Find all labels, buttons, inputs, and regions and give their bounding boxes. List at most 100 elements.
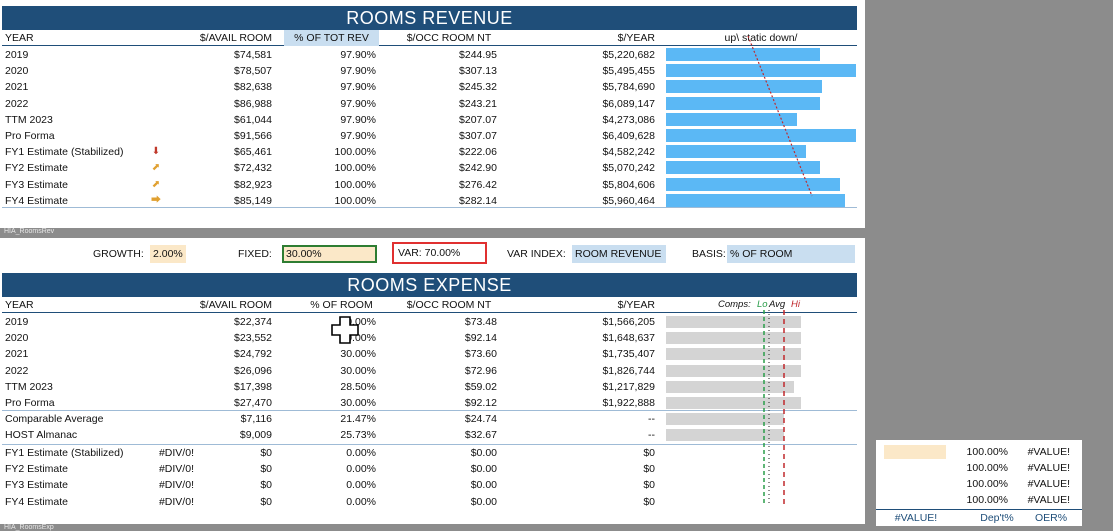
revenue-avail[interactable]: $61,044 xyxy=(234,113,272,126)
expense-pct[interactable]: 30.00% xyxy=(340,364,376,377)
revenue-pct[interactable]: 100.00% xyxy=(334,194,376,207)
fixed-value-cell[interactable]: 30.00% xyxy=(282,245,377,263)
expense-pct[interactable]: 28.50% xyxy=(340,380,376,393)
expense-year-total[interactable]: -- xyxy=(648,429,655,442)
expense-occ[interactable]: $73.48 xyxy=(464,316,497,328)
revenue-occ[interactable]: $242.90 xyxy=(459,162,497,175)
revenue-year-total[interactable]: $5,804,606 xyxy=(602,178,655,191)
revenue-occ[interactable]: $243.21 xyxy=(459,97,497,110)
expense-year-total[interactable]: $0 xyxy=(643,479,655,492)
expense-year-total[interactable]: -- xyxy=(648,413,655,425)
expense-occ[interactable]: $24.74 xyxy=(464,413,497,425)
expense-occ[interactable]: $0.00 xyxy=(470,495,497,508)
expense-avail[interactable]: $0 xyxy=(260,479,272,492)
expense-avail[interactable]: $22,374 xyxy=(234,316,272,328)
revenue-year-total[interactable]: $5,784,690 xyxy=(602,81,655,94)
revenue-occ[interactable]: $282.14 xyxy=(459,194,497,207)
expense-avail[interactable]: $24,792 xyxy=(234,348,272,361)
expense-occ[interactable]: $59.02 xyxy=(464,380,497,393)
revenue-occ[interactable]: $244.95 xyxy=(459,49,497,61)
revenue-pct[interactable]: 100.00% xyxy=(334,146,376,159)
expense-occ[interactable]: $0.00 xyxy=(470,463,497,476)
expense-avail[interactable]: $0 xyxy=(260,495,272,508)
expense-pct[interactable]: 0.00% xyxy=(346,447,376,459)
expense-occ[interactable]: $92.12 xyxy=(464,397,497,409)
revenue-avail[interactable]: $91,566 xyxy=(234,130,272,142)
expense-avail[interactable]: $27,470 xyxy=(234,397,272,409)
side-pct[interactable]: 100.00% xyxy=(966,446,1008,458)
side-pct[interactable]: 100.00% xyxy=(966,494,1008,506)
revenue-avail[interactable]: $65,461 xyxy=(234,146,272,159)
revenue-year-total[interactable]: $6,409,628 xyxy=(602,130,655,142)
var-index-value[interactable]: ROOM REVENUE xyxy=(572,245,666,263)
revenue-year-total[interactable]: $4,273,086 xyxy=(602,113,655,126)
side-pct[interactable]: 100.00% xyxy=(966,462,1008,474)
side-value[interactable]: #VALUE! xyxy=(1027,462,1070,474)
side-value[interactable]: #VALUE! xyxy=(1027,494,1070,506)
revenue-pct[interactable]: 100.00% xyxy=(334,162,376,175)
expense-pct[interactable]: 0.00% xyxy=(346,479,376,492)
revenue-occ[interactable]: $222.06 xyxy=(459,146,497,159)
revenue-occ[interactable]: $245.32 xyxy=(459,81,497,94)
expense-year-total[interactable]: $1,922,888 xyxy=(602,397,655,409)
revenue-avail[interactable]: $85,149 xyxy=(234,194,272,207)
revenue-pct[interactable]: 100.00% xyxy=(334,178,376,191)
expense-occ[interactable]: $92.14 xyxy=(464,332,497,345)
revenue-pct[interactable]: 97.90% xyxy=(340,97,376,110)
revenue-avail[interactable]: $86,988 xyxy=(234,97,272,110)
expense-avail[interactable]: $0 xyxy=(260,447,272,459)
expense-avail[interactable]: $26,096 xyxy=(234,364,272,377)
expense-occ[interactable]: $0.00 xyxy=(470,479,497,492)
expense-occ[interactable]: $73.60 xyxy=(464,348,497,361)
expense-year-total[interactable]: $1,648,637 xyxy=(602,332,655,345)
revenue-occ[interactable]: $207.07 xyxy=(459,113,497,126)
revenue-avail[interactable]: $78,507 xyxy=(234,65,272,78)
expense-occ[interactable]: $72.96 xyxy=(464,364,497,377)
revenue-pct[interactable]: 97.90% xyxy=(340,113,376,126)
revenue-year-total[interactable]: $4,582,242 xyxy=(602,146,655,159)
revenue-year-total[interactable]: $5,960,464 xyxy=(602,194,655,207)
revenue-occ[interactable]: $307.07 xyxy=(459,130,497,142)
revenue-avail[interactable]: $82,923 xyxy=(234,178,272,191)
revenue-avail[interactable]: $72,432 xyxy=(234,162,272,175)
side-pct[interactable]: 100.00% xyxy=(966,478,1008,490)
revenue-occ[interactable]: $307.13 xyxy=(459,65,497,78)
revenue-year-total[interactable]: $6,089,147 xyxy=(602,97,655,110)
expense-pct[interactable]: 25.73% xyxy=(340,429,376,442)
expense-avail[interactable]: $7,116 xyxy=(240,413,272,425)
expense-year-total[interactable]: $0 xyxy=(643,463,655,476)
expense-occ[interactable]: $32.67 xyxy=(464,429,497,442)
revenue-year-total[interactable]: $5,220,682 xyxy=(602,49,655,61)
expense-year-total[interactable]: $1,735,407 xyxy=(602,348,655,361)
expense-pct[interactable]: 0.00% xyxy=(346,495,376,508)
revenue-avail[interactable]: $82,638 xyxy=(234,81,272,94)
revenue-pct[interactable]: 97.90% xyxy=(340,65,376,78)
expense-year-total[interactable]: $1,217,829 xyxy=(602,380,655,393)
expense-year-total[interactable]: $0 xyxy=(643,447,655,459)
expense-pct[interactable]: 21.47% xyxy=(340,413,376,425)
basis-value[interactable]: % OF ROOM xyxy=(727,245,855,263)
expense-year-total[interactable]: $1,826,744 xyxy=(602,364,655,377)
growth-value[interactable]: 2.00% xyxy=(150,245,186,263)
expense-avail[interactable]: $17,398 xyxy=(234,380,272,393)
expense-avail[interactable]: $9,009 xyxy=(239,429,272,442)
revenue-occ[interactable]: $276.42 xyxy=(459,178,497,191)
revenue-year-total[interactable]: $5,495,455 xyxy=(602,65,655,78)
expense-year-total[interactable]: $0 xyxy=(643,495,655,508)
revenue-pct[interactable]: 97.90% xyxy=(340,130,376,142)
side-panel-input-cell[interactable] xyxy=(884,445,946,459)
revenue-year-total[interactable]: $5,070,242 xyxy=(602,162,655,175)
expense-pct[interactable]: 30.00% xyxy=(340,348,376,361)
expense-occ[interactable]: $0.00 xyxy=(470,447,497,459)
expense-pct[interactable]: 0.00% xyxy=(346,463,376,476)
revenue-pct[interactable]: 97.90% xyxy=(340,49,376,61)
revenue-avail[interactable]: $74,581 xyxy=(234,49,272,61)
var-cell[interactable]: VAR: 70.00% xyxy=(392,242,487,264)
side-value[interactable]: #VALUE! xyxy=(1027,478,1070,490)
expense-avail[interactable]: $23,552 xyxy=(234,332,272,345)
side-value[interactable]: #VALUE! xyxy=(1027,446,1070,458)
expense-avail[interactable]: $0 xyxy=(260,463,272,476)
expense-year-total[interactable]: $1,566,205 xyxy=(602,316,655,328)
expense-pct[interactable]: 30.00% xyxy=(340,397,376,409)
revenue-pct[interactable]: 97.90% xyxy=(340,81,376,94)
